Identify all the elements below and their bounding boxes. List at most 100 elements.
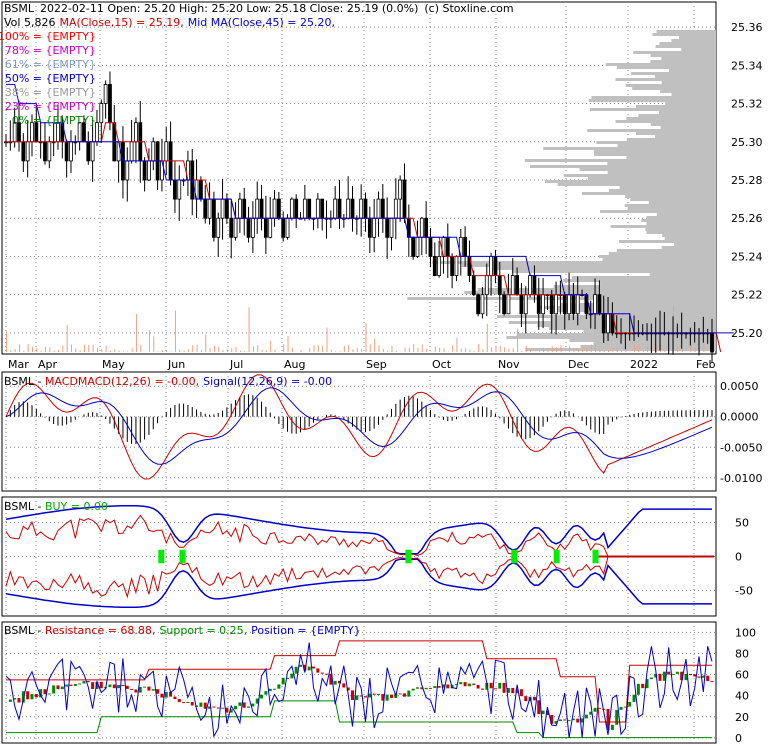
volume-bar bbox=[213, 345, 215, 352]
volume-profile-bar bbox=[649, 273, 716, 276]
sr-bar bbox=[654, 673, 658, 678]
sr-bar bbox=[30, 694, 34, 700]
header-line: BSML 2022-02-11 Open: 25.20 High: 25.20 L… bbox=[4, 2, 514, 15]
volume-profile-bar bbox=[655, 45, 716, 48]
volume-profile-bar bbox=[646, 222, 716, 225]
sr-y-tick: 60 bbox=[735, 669, 749, 682]
volume-bar bbox=[595, 345, 597, 352]
volume-profile-bar bbox=[656, 30, 716, 33]
sr-bar bbox=[628, 701, 632, 707]
sr-bar bbox=[610, 724, 614, 730]
sr-bar bbox=[212, 706, 216, 708]
sr-bar bbox=[164, 691, 168, 698]
price-y-tick: 25.30 bbox=[731, 136, 763, 149]
header-quote: 2022-02-11 Open: 25.20 High: 25.20 Low: … bbox=[40, 2, 418, 15]
buy-marker bbox=[405, 549, 412, 564]
volume-bar bbox=[543, 347, 545, 352]
buy-marker bbox=[179, 549, 186, 564]
volume-profile-bar bbox=[600, 210, 716, 213]
sr-bar bbox=[693, 674, 697, 677]
volume-bar bbox=[226, 349, 228, 352]
volume-profile-bar bbox=[632, 87, 716, 90]
sr-bar bbox=[268, 688, 272, 692]
volume-bar bbox=[10, 349, 12, 352]
volume-bar bbox=[166, 350, 168, 352]
sr-bar bbox=[710, 681, 714, 683]
sr-bar bbox=[363, 696, 367, 698]
candle-body bbox=[43, 141, 47, 162]
volume-bar bbox=[70, 344, 72, 352]
volume-bar bbox=[6, 331, 7, 352]
volume-profile-bar bbox=[669, 69, 716, 72]
volume-bar bbox=[404, 347, 406, 352]
candle-body bbox=[476, 294, 481, 315]
volume-bar bbox=[551, 346, 553, 352]
candle-body bbox=[562, 294, 567, 315]
volume-bar bbox=[261, 349, 263, 352]
sr-bar bbox=[606, 708, 610, 730]
sr-bar bbox=[290, 673, 294, 679]
candle-body bbox=[484, 275, 489, 296]
volume-profile-bar bbox=[586, 294, 716, 297]
candle-body bbox=[471, 275, 476, 296]
volume-bar bbox=[14, 348, 16, 352]
volume-profile-bar bbox=[593, 150, 716, 153]
oscillator-line bbox=[5, 642, 713, 738]
volume-bar bbox=[517, 328, 519, 352]
volume-bar bbox=[274, 349, 276, 352]
candle-body bbox=[25, 141, 30, 162]
sr-bar bbox=[117, 684, 121, 689]
volume-bar bbox=[66, 325, 68, 352]
volume-profile-bar bbox=[660, 90, 716, 93]
candle-body bbox=[164, 141, 169, 162]
sr-bar bbox=[229, 709, 233, 713]
sr-bar bbox=[260, 694, 264, 699]
volume-bar bbox=[456, 337, 458, 352]
volume-profile-bar bbox=[589, 108, 716, 111]
candle-body bbox=[376, 198, 381, 219]
volume-bar bbox=[222, 349, 224, 352]
price-y-tick: 25.28 bbox=[731, 174, 763, 187]
volume-bar bbox=[140, 344, 142, 352]
volume-bar bbox=[560, 345, 562, 352]
header-source: (c) Stoxline.com bbox=[424, 2, 513, 15]
buy-marker bbox=[158, 549, 165, 564]
volume-bar bbox=[205, 334, 207, 352]
sr-bar bbox=[39, 689, 43, 698]
volume-profile-bar bbox=[583, 330, 716, 333]
sr-bar bbox=[675, 671, 679, 674]
volume-profile-bar bbox=[610, 225, 716, 228]
sr-bar bbox=[286, 677, 290, 679]
candle-body bbox=[346, 198, 351, 219]
sr-bar bbox=[411, 688, 415, 691]
x-tick-label: Dec bbox=[568, 358, 589, 371]
candle-body bbox=[454, 256, 459, 276]
sr-bar bbox=[489, 682, 493, 689]
volume-profile-bar bbox=[587, 177, 716, 180]
volume-profile-bar bbox=[560, 303, 716, 306]
sr-price-bars bbox=[8, 664, 714, 730]
sr-bar bbox=[368, 693, 372, 698]
sr-bar bbox=[208, 706, 212, 709]
volume-bar bbox=[317, 345, 319, 352]
volume-bar bbox=[599, 348, 601, 352]
sr-bar bbox=[264, 691, 268, 695]
x-tick-label: Nov bbox=[498, 358, 520, 371]
volume-profile-bar bbox=[646, 216, 716, 219]
volume-bar bbox=[96, 347, 98, 352]
candle-body bbox=[129, 141, 134, 162]
sr-bar bbox=[186, 701, 190, 703]
sr-bar bbox=[342, 683, 346, 688]
volume-bar bbox=[361, 348, 363, 352]
candle-body bbox=[216, 217, 221, 238]
candle-body bbox=[389, 217, 394, 238]
volume-bar bbox=[79, 350, 81, 352]
candle-body bbox=[415, 236, 420, 257]
volume-profile-bar bbox=[600, 282, 716, 285]
sr-title: BSML - Resistance = 68.88, Support = 0.25… bbox=[4, 624, 361, 637]
volume-bar bbox=[690, 344, 692, 352]
candle-body bbox=[601, 313, 606, 334]
sr-bar bbox=[680, 671, 684, 681]
volume-bar bbox=[603, 350, 605, 352]
volume-bar bbox=[265, 350, 267, 352]
